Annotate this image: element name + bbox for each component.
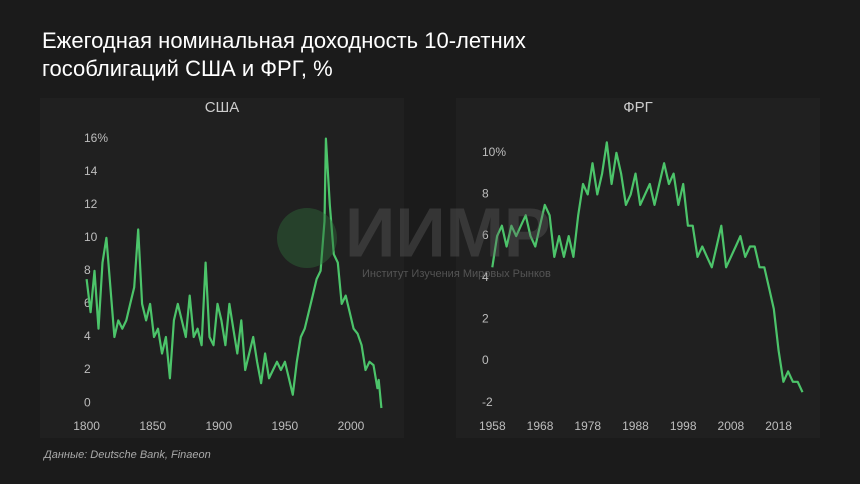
watermark-name: Институт Изучения Мировых Рынков — [362, 268, 551, 280]
x-tick-label: 2000 — [338, 419, 365, 433]
watermark-logo: ИИМР — [345, 193, 551, 271]
y-tick-label: 8 — [482, 187, 489, 201]
y-tick-label: 8 — [84, 263, 91, 277]
y-tick-label: 6 — [482, 228, 489, 242]
x-tick-label: 2018 — [765, 419, 792, 433]
y-tick-label: 6 — [84, 296, 91, 310]
x-tick-label: 1978 — [574, 419, 601, 433]
line — [491, 141, 804, 393]
y-tick-label: 14 — [84, 164, 98, 178]
x-tick-label: 1988 — [622, 419, 649, 433]
y-tick-label: 2 — [84, 362, 91, 376]
y-tick-label: 10 — [84, 230, 98, 244]
x-tick-label: 1958 — [479, 419, 506, 433]
x-tick-label: 1900 — [205, 419, 232, 433]
x-tick-label: 1968 — [527, 419, 554, 433]
y-tick-label: -2 — [482, 395, 493, 409]
x-tick-label: 1950 — [272, 419, 299, 433]
x-tick-label: 1800 — [73, 419, 100, 433]
y-tick-label: 0 — [482, 353, 489, 367]
x-tick-label: 2008 — [718, 419, 745, 433]
panel-title: ФРГ — [623, 99, 653, 116]
y-tick-label: 16% — [84, 131, 108, 145]
line — [85, 137, 383, 409]
watermark-logo-icon — [277, 208, 337, 268]
y-tick-label: 12 — [84, 197, 98, 211]
source: Данные: Deutsche Bank, Finaeon — [42, 449, 211, 461]
title: Ежегодная номинальная доходность 10-летн… — [42, 28, 526, 81]
y-tick-label: 4 — [482, 270, 489, 284]
y-tick-label: 10% — [482, 145, 506, 159]
y-tick-label: 2 — [482, 312, 489, 326]
y-tick-label: 4 — [84, 329, 91, 343]
panel — [40, 98, 404, 438]
x-tick-label: 1850 — [139, 419, 166, 433]
panel-title: США — [205, 99, 240, 116]
x-tick-label: 1998 — [670, 419, 697, 433]
y-tick-label: 0 — [84, 395, 91, 409]
